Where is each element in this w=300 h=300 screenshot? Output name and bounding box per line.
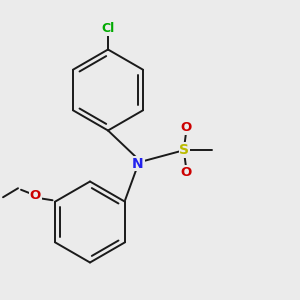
Text: O: O (180, 166, 192, 179)
Text: N: N (132, 157, 144, 170)
Text: O: O (30, 189, 41, 202)
Text: O: O (180, 121, 192, 134)
Text: Cl: Cl (101, 22, 115, 35)
Text: S: S (179, 143, 190, 157)
